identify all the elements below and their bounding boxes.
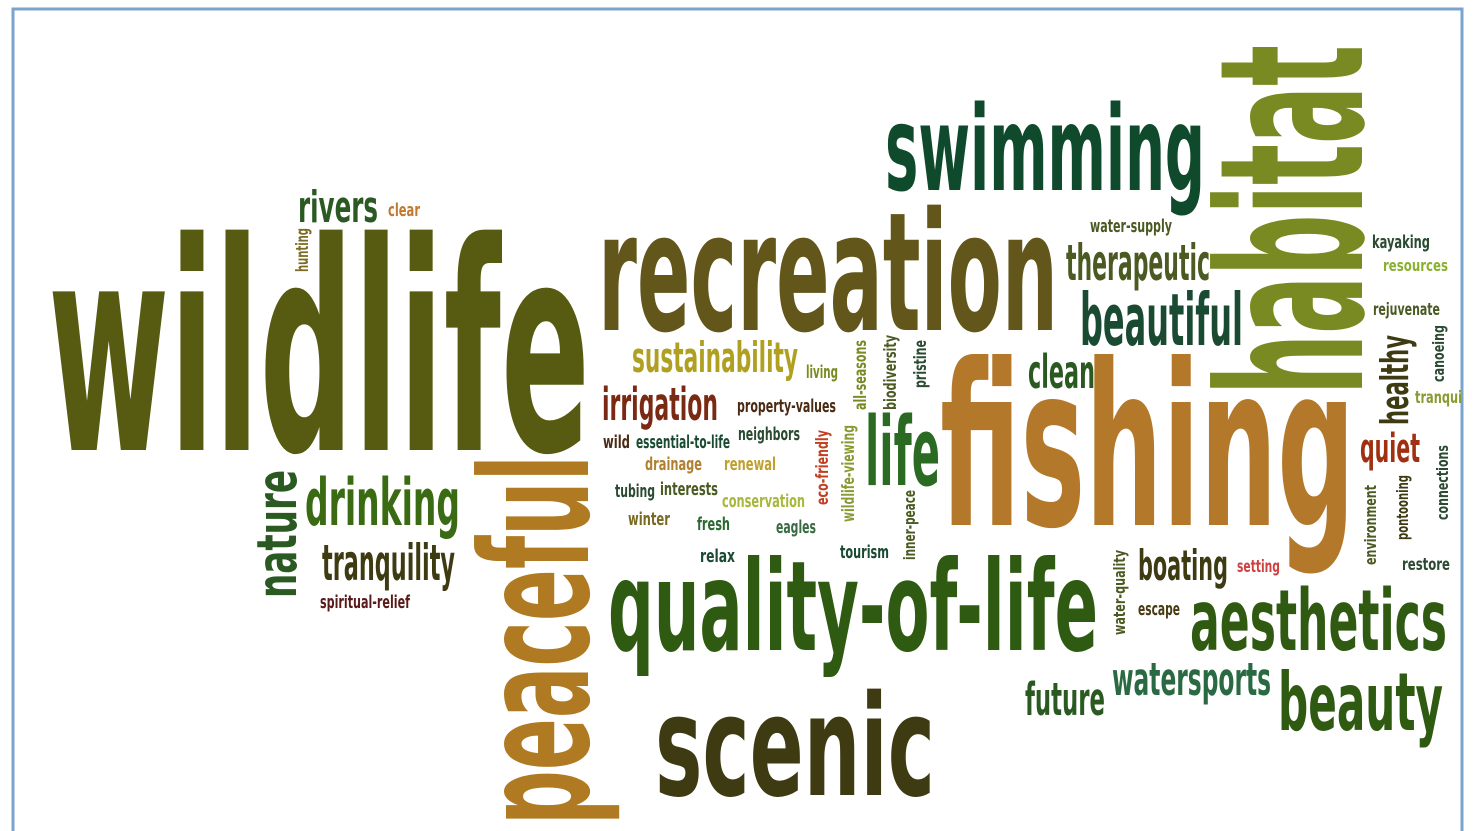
word: tourism	[840, 542, 889, 563]
word: eagles	[776, 517, 816, 538]
word: clear	[388, 200, 420, 221]
word: escape	[1138, 599, 1180, 620]
word: pontooning	[1393, 475, 1412, 540]
word: winter	[628, 509, 670, 530]
word: water-supply	[1090, 216, 1172, 237]
word: life	[865, 398, 940, 508]
word: recreation	[598, 177, 1058, 369]
word: pristine	[911, 340, 931, 388]
word: clean	[1028, 345, 1095, 399]
words: wildlife recreationswimmingfishingquality…	[48, 45, 1462, 829]
word: therapeutic	[1066, 234, 1210, 292]
word: future	[1025, 673, 1105, 726]
word: essential-to-life	[636, 432, 730, 453]
frame	[11, 7, 1464, 831]
word: quality-of-life	[608, 535, 1098, 680]
word: all-seasons	[851, 340, 871, 410]
word: beauty	[1278, 656, 1443, 749]
word: habitat	[1177, 45, 1410, 395]
word: wildlife-viewing	[839, 425, 859, 522]
word: rivers	[298, 182, 378, 233]
word: scenic	[655, 666, 935, 829]
word: inner-peace	[900, 490, 919, 560]
word: conservation	[722, 491, 805, 512]
word: quiet	[1360, 426, 1420, 472]
word: rejuvenate	[1373, 300, 1440, 320]
word: sustainability	[632, 333, 798, 382]
word: swimming	[885, 80, 1205, 218]
word: fishing	[940, 317, 1355, 579]
word: setting	[1237, 557, 1280, 577]
word: relax	[700, 546, 735, 567]
word: drainage	[645, 454, 702, 475]
word: property-values	[737, 396, 836, 417]
word: fresh	[697, 514, 730, 535]
word: environment	[1361, 485, 1380, 565]
word: tranqui	[1415, 388, 1462, 408]
word: drinking	[305, 466, 460, 541]
word: eco-friendly	[813, 430, 833, 505]
word: watersports	[1112, 653, 1271, 706]
word: interests	[660, 479, 718, 500]
word: resources	[1383, 256, 1448, 275]
word: living	[806, 362, 838, 383]
word: kayaking	[1372, 232, 1430, 253]
word: wild	[603, 432, 630, 453]
word: biodiversity	[881, 335, 901, 410]
word: hunting	[293, 228, 313, 272]
word: peaceful	[450, 455, 624, 825]
word: spiritual-relief	[320, 592, 410, 613]
word: connections	[1433, 445, 1452, 520]
word: irrigation	[602, 378, 718, 431]
word: neighbors	[738, 424, 800, 445]
word: water-quality	[1110, 550, 1129, 635]
word: beautiful	[1080, 278, 1243, 362]
word: canoeing	[1429, 325, 1448, 382]
word: tubing	[615, 481, 655, 502]
word: healthy	[1373, 335, 1417, 425]
word: aesthetics	[1190, 572, 1447, 671]
word: wildlife	[48, 182, 590, 519]
word: renewal	[724, 454, 776, 475]
word: restore	[1402, 555, 1450, 575]
word: nature	[245, 470, 309, 598]
word: boating	[1138, 541, 1228, 590]
word: tranquility	[322, 534, 455, 592]
